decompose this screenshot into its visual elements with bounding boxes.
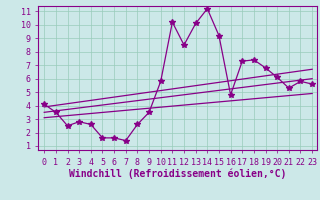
X-axis label: Windchill (Refroidissement éolien,°C): Windchill (Refroidissement éolien,°C) [69,168,286,179]
